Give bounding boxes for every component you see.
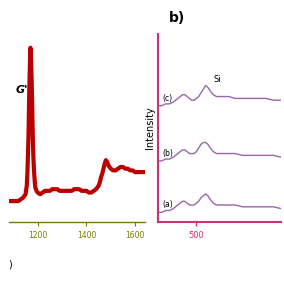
- Text: Si: Si: [213, 75, 221, 84]
- Text: (b): (b): [163, 149, 174, 158]
- Text: b): b): [169, 11, 185, 25]
- Text: (a): (a): [163, 201, 174, 210]
- Text: G': G': [15, 85, 28, 95]
- Text: (c): (c): [163, 94, 173, 103]
- Text: ): ): [9, 260, 12, 270]
- Y-axis label: Intensity: Intensity: [145, 106, 155, 149]
